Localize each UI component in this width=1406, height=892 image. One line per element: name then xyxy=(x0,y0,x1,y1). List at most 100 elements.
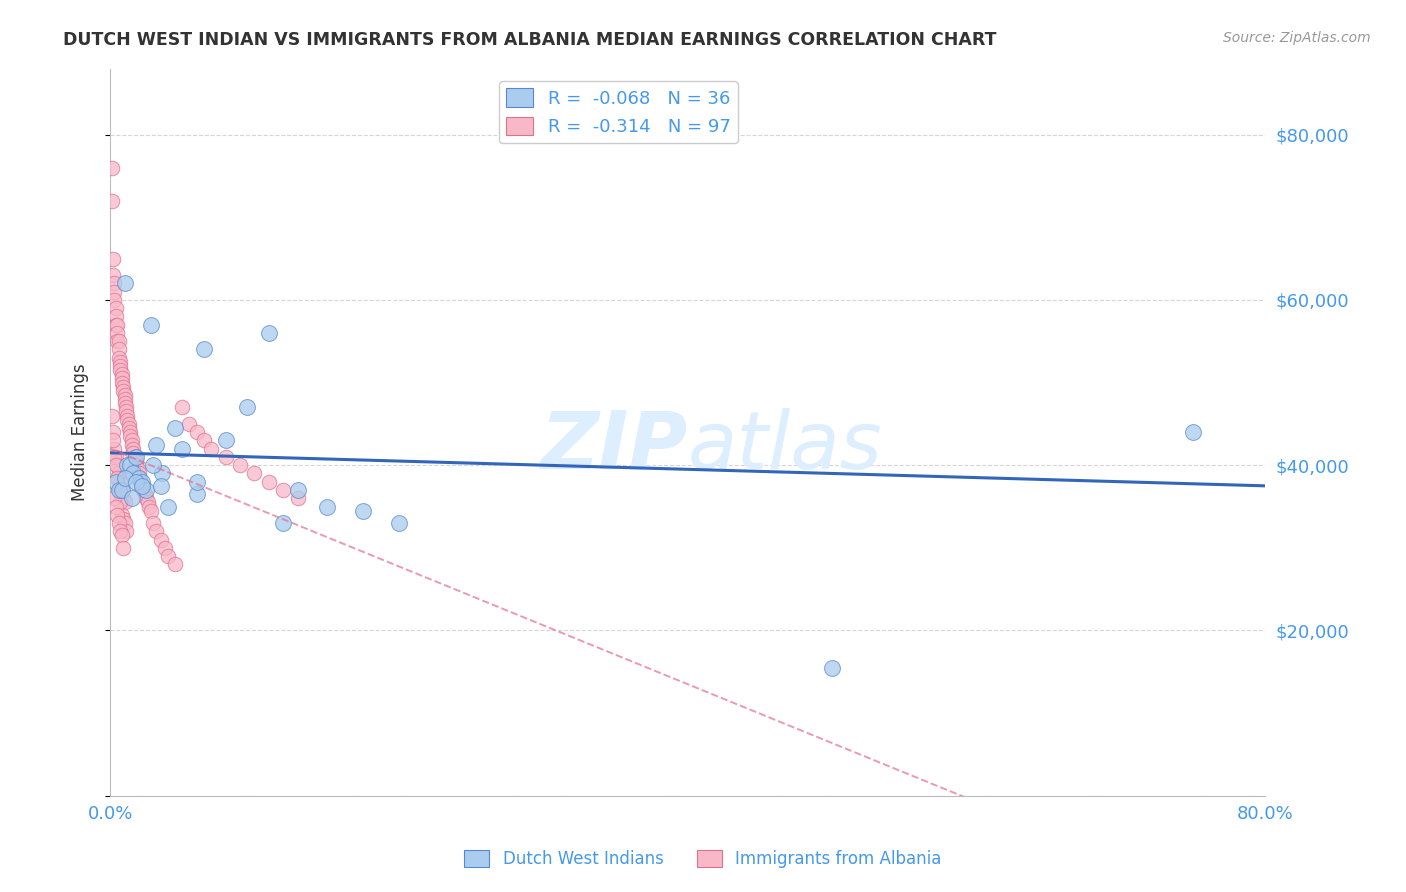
Point xyxy=(135,483,157,497)
Point xyxy=(101,434,124,448)
Point xyxy=(117,409,139,423)
Point xyxy=(142,458,165,473)
Point xyxy=(104,475,127,489)
Point xyxy=(114,388,136,402)
Point xyxy=(103,293,125,307)
Point xyxy=(112,384,135,398)
Point xyxy=(107,483,129,497)
Point xyxy=(120,429,142,443)
Point xyxy=(821,661,844,675)
Point xyxy=(149,479,172,493)
Point xyxy=(145,437,167,451)
Point xyxy=(107,483,129,497)
Point xyxy=(132,483,155,497)
Point xyxy=(127,462,149,476)
Legend: Dutch West Indians, Immigrants from Albania: Dutch West Indians, Immigrants from Alba… xyxy=(458,843,948,875)
Point xyxy=(243,467,266,481)
Point xyxy=(257,326,280,340)
Point xyxy=(135,491,157,506)
Point xyxy=(118,421,141,435)
Point xyxy=(112,380,135,394)
Point xyxy=(128,470,150,484)
Point xyxy=(108,495,131,509)
Point xyxy=(139,503,162,517)
Text: DUTCH WEST INDIAN VS IMMIGRANTS FROM ALBANIA MEDIAN EARNINGS CORRELATION CHART: DUTCH WEST INDIAN VS IMMIGRANTS FROM ALB… xyxy=(63,31,997,49)
Point xyxy=(117,458,139,473)
Point xyxy=(105,508,128,522)
Point xyxy=(142,516,165,530)
Point xyxy=(124,450,146,464)
Point xyxy=(214,450,236,464)
Point xyxy=(104,450,127,464)
Point xyxy=(104,301,127,315)
Point xyxy=(114,396,136,410)
Point xyxy=(128,467,150,481)
Point xyxy=(352,503,374,517)
Point xyxy=(114,495,136,509)
Point xyxy=(105,326,128,340)
Point xyxy=(112,512,135,526)
Point xyxy=(103,442,125,456)
Point xyxy=(104,318,127,332)
Point xyxy=(315,500,337,514)
Point xyxy=(186,475,208,489)
Point xyxy=(100,409,122,423)
Point xyxy=(103,491,125,506)
Point xyxy=(153,541,176,555)
Point xyxy=(122,467,145,481)
Point xyxy=(114,277,136,291)
Point xyxy=(214,434,236,448)
Point xyxy=(117,413,139,427)
Point xyxy=(111,528,134,542)
Point xyxy=(115,524,138,539)
Point xyxy=(125,475,148,489)
Point xyxy=(104,500,127,514)
Point xyxy=(105,318,128,332)
Point xyxy=(287,491,309,506)
Point xyxy=(200,442,222,456)
Point xyxy=(150,467,173,481)
Point xyxy=(108,524,131,539)
Point xyxy=(111,483,134,497)
Point xyxy=(111,371,134,385)
Point xyxy=(156,549,179,563)
Point xyxy=(129,475,152,489)
Point xyxy=(136,495,159,509)
Point xyxy=(128,470,150,484)
Point xyxy=(120,425,142,439)
Point xyxy=(186,487,208,501)
Point xyxy=(125,458,148,473)
Point xyxy=(131,479,153,493)
Point xyxy=(107,516,129,530)
Point xyxy=(1182,425,1205,439)
Point xyxy=(115,404,138,418)
Point xyxy=(121,437,143,451)
Text: ZIP: ZIP xyxy=(540,408,688,485)
Point xyxy=(107,343,129,357)
Point xyxy=(149,533,172,547)
Text: Source: ZipAtlas.com: Source: ZipAtlas.com xyxy=(1223,31,1371,45)
Point xyxy=(107,351,129,365)
Point xyxy=(122,442,145,456)
Point xyxy=(108,359,131,373)
Point xyxy=(107,467,129,481)
Point xyxy=(138,500,160,514)
Point xyxy=(101,268,124,282)
Point xyxy=(100,194,122,208)
Point xyxy=(388,516,411,530)
Point xyxy=(273,483,295,497)
Point xyxy=(112,541,135,555)
Point xyxy=(165,558,187,572)
Point xyxy=(105,470,128,484)
Legend: R =  -0.068   N = 36, R =  -0.314   N = 97: R = -0.068 N = 36, R = -0.314 N = 97 xyxy=(499,81,738,144)
Point xyxy=(120,458,142,473)
Point xyxy=(131,479,153,493)
Point xyxy=(108,355,131,369)
Point xyxy=(111,508,134,522)
Point xyxy=(108,363,131,377)
Point xyxy=(105,458,128,473)
Point xyxy=(118,417,141,431)
Point xyxy=(114,470,136,484)
Point xyxy=(193,434,215,448)
Point xyxy=(101,252,124,266)
